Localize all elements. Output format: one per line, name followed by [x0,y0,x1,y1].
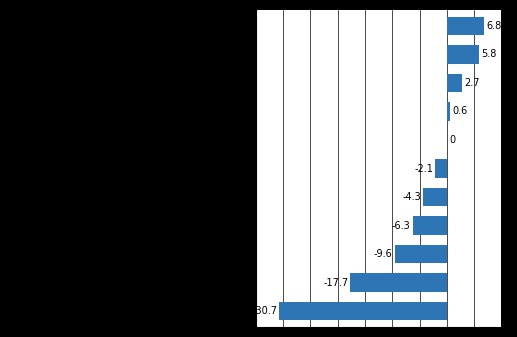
Text: -6.3: -6.3 [391,221,410,231]
Bar [447,45,479,64]
Text: 6.8: 6.8 [486,21,501,31]
Text: 0.6: 0.6 [452,106,467,116]
Text: 5.8: 5.8 [481,49,496,59]
Text: -30.7: -30.7 [252,306,277,316]
Bar [447,102,450,121]
Bar [447,17,484,35]
Text: -17.7: -17.7 [323,278,348,288]
Text: 2.7: 2.7 [464,78,479,88]
Bar [423,188,447,206]
Text: -2.1: -2.1 [415,163,433,174]
Text: -4.3: -4.3 [403,192,421,202]
Bar [394,245,447,264]
Bar [447,73,462,92]
Text: -9.6: -9.6 [374,249,392,259]
Text: 0: 0 [449,135,455,145]
Bar [413,216,447,235]
Bar [279,302,447,320]
Bar [435,159,447,178]
Bar [351,273,447,292]
